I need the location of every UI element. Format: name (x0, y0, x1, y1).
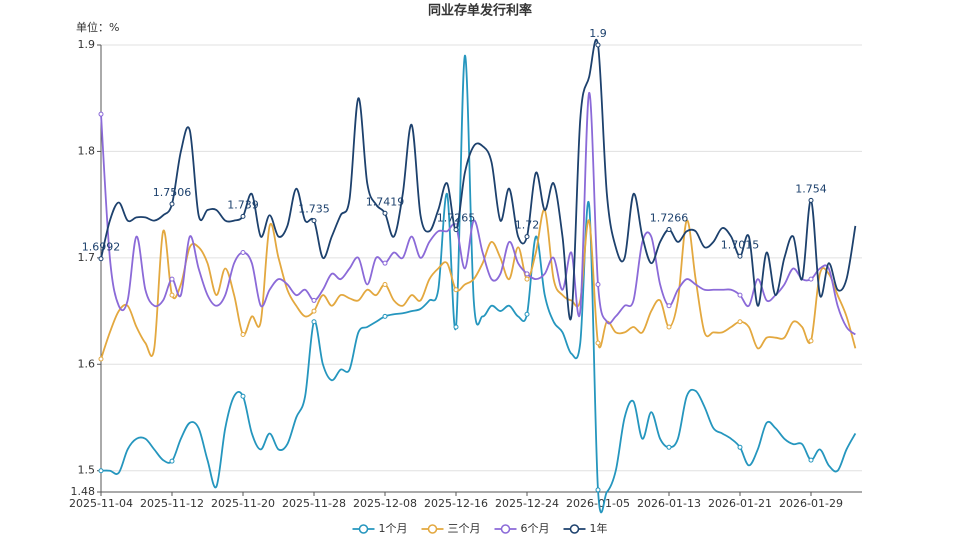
legend-icon-marker (358, 524, 369, 534)
x-tick-label: 2025-11-12 (140, 497, 204, 510)
legend-item[interactable]: 三个月 (421, 522, 481, 535)
legend-item[interactable]: 6个月 (494, 522, 550, 535)
legend-label: 1个月 (379, 522, 408, 535)
series-line (100, 54, 857, 514)
point-marker (737, 319, 743, 325)
value-label: 1.7265 (437, 212, 476, 225)
point-marker (98, 111, 104, 117)
point-marker (311, 308, 317, 314)
point-marker (737, 253, 743, 259)
value-label: 1.7506 (153, 186, 192, 199)
point-marker (808, 276, 814, 282)
point-marker (98, 468, 104, 474)
point-marker (595, 281, 601, 287)
point-marker (169, 276, 175, 282)
point-marker (98, 256, 104, 262)
point-marker (666, 227, 672, 233)
chart-title: 同业存单发行利率 (428, 3, 532, 19)
x-tick-label: 2025-11-04 (69, 497, 133, 510)
point-marker (382, 281, 388, 287)
point-marker (453, 287, 459, 293)
x-tick-label: 2025-12-24 (495, 497, 559, 510)
value-label: 1.7419 (366, 195, 405, 208)
point-marker (382, 313, 388, 319)
legend-item[interactable]: 1年 (563, 521, 608, 535)
point-marker (808, 197, 814, 203)
x-tick-label: 2025-11-20 (211, 497, 275, 510)
value-label: 1.739 (227, 198, 259, 211)
point-marker (524, 276, 530, 282)
value-label: 1.6992 (82, 241, 121, 254)
point-marker (311, 297, 317, 303)
point-marker (382, 210, 388, 216)
value-label: 1.72 (515, 219, 540, 232)
point-marker (382, 260, 388, 266)
legend-label: 三个月 (448, 522, 481, 535)
point-marker (737, 444, 743, 450)
point-marker (311, 319, 317, 325)
x-tick-label: 2025-12-08 (353, 497, 417, 510)
point-marker (240, 393, 246, 399)
value-label: 1.9 (589, 27, 607, 40)
point-marker (524, 234, 530, 240)
y-tick-label: 1.7 (78, 251, 96, 264)
point-marker (666, 303, 672, 309)
value-label: 1.7266 (650, 212, 689, 225)
point-marker (169, 458, 175, 464)
x-tick-label: 2025-12-16 (424, 497, 488, 510)
point-marker (169, 292, 175, 298)
legend-icon-marker (500, 524, 511, 534)
y-tick-label: 1.8 (78, 144, 96, 157)
series-line (100, 38, 857, 321)
value-label: 1.7015 (721, 238, 760, 251)
value-label: 1.735 (298, 203, 330, 216)
y-tick-label: 1.6 (78, 357, 96, 370)
legend-label: 6个月 (521, 522, 550, 535)
point-marker (666, 444, 672, 450)
point-marker (808, 338, 814, 344)
point-marker (453, 227, 459, 233)
legend-label: 1年 (590, 521, 608, 535)
value-label: 1.754 (795, 182, 827, 195)
point-marker (240, 331, 246, 337)
legend-icon-marker (569, 524, 580, 534)
x-tick-label: 2026-01-13 (637, 497, 701, 510)
point-marker (169, 201, 175, 207)
legend-item[interactable]: 1个月 (352, 522, 408, 535)
point-marker (311, 218, 317, 224)
series-line (100, 209, 857, 360)
point-marker (808, 457, 814, 463)
point-marker (595, 340, 601, 346)
point-marker (524, 311, 530, 317)
y-tick-label: 1.5 (78, 464, 96, 477)
point-marker (240, 213, 246, 219)
y-tick-label: 1.9 (78, 38, 96, 51)
point-marker (737, 292, 743, 298)
point-marker (240, 250, 246, 256)
x-tick-label: 2026-01-29 (779, 497, 843, 510)
x-tick-label: 2026-01-21 (708, 497, 772, 510)
point-marker (595, 42, 601, 48)
y-tick-label: 1.48 (71, 485, 96, 498)
point-marker (595, 487, 601, 493)
point-marker (524, 271, 530, 277)
x-tick-label: 2026-01-05 (566, 497, 630, 510)
y-axis-label: 单位：% (76, 20, 119, 34)
series-line (100, 91, 856, 336)
point-marker (98, 356, 104, 362)
legend-icon-marker (427, 524, 438, 534)
point-marker (666, 324, 672, 330)
point-marker (453, 324, 459, 330)
x-tick-label: 2025-11-28 (282, 497, 346, 510)
